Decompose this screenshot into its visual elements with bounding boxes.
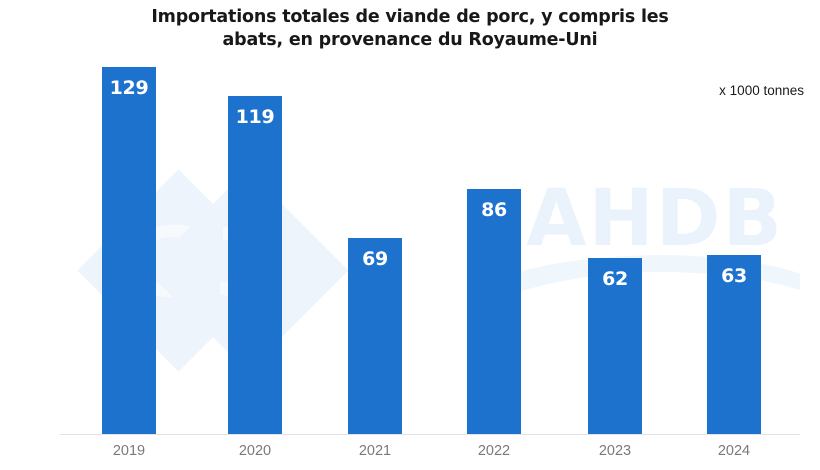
bar-2020[interactable]: 119 (228, 96, 282, 434)
x-tick-label-2020: 2020 (238, 443, 272, 459)
bar-value-2021: 69 (362, 248, 388, 270)
bar-value-2024: 63 (721, 265, 747, 287)
x-tick-label-2019: 2019 (112, 443, 146, 459)
chart-title-line-2: abats, en provenance du Royaume-Uni (222, 30, 598, 50)
x-axis-baseline (60, 434, 800, 435)
bar-2023[interactable]: 62 (588, 258, 642, 434)
bar-value-2023: 62 (602, 268, 628, 290)
bar-2019[interactable]: 129 (102, 67, 156, 434)
bar-value-2022: 86 (481, 199, 507, 221)
bar-value-2019: 129 (109, 77, 149, 99)
chart-title-line-1: Importations totales de viande de porc, … (151, 7, 669, 27)
bar-2021[interactable]: 69 (348, 238, 402, 434)
bar-value-2020: 119 (235, 106, 275, 128)
bar-2022[interactable]: 86 (467, 189, 521, 434)
bar-2024[interactable]: 63 (707, 255, 761, 434)
x-tick-label-2024: 2024 (717, 443, 751, 459)
x-tick-label-2021: 2021 (358, 443, 392, 459)
units-note: x 1000 tonnes (719, 83, 804, 98)
chart-title: Importations totales de viande de porc, … (60, 6, 760, 52)
x-tick-label-2023: 2023 (598, 443, 632, 459)
x-tick-label-2022: 2022 (477, 443, 511, 459)
